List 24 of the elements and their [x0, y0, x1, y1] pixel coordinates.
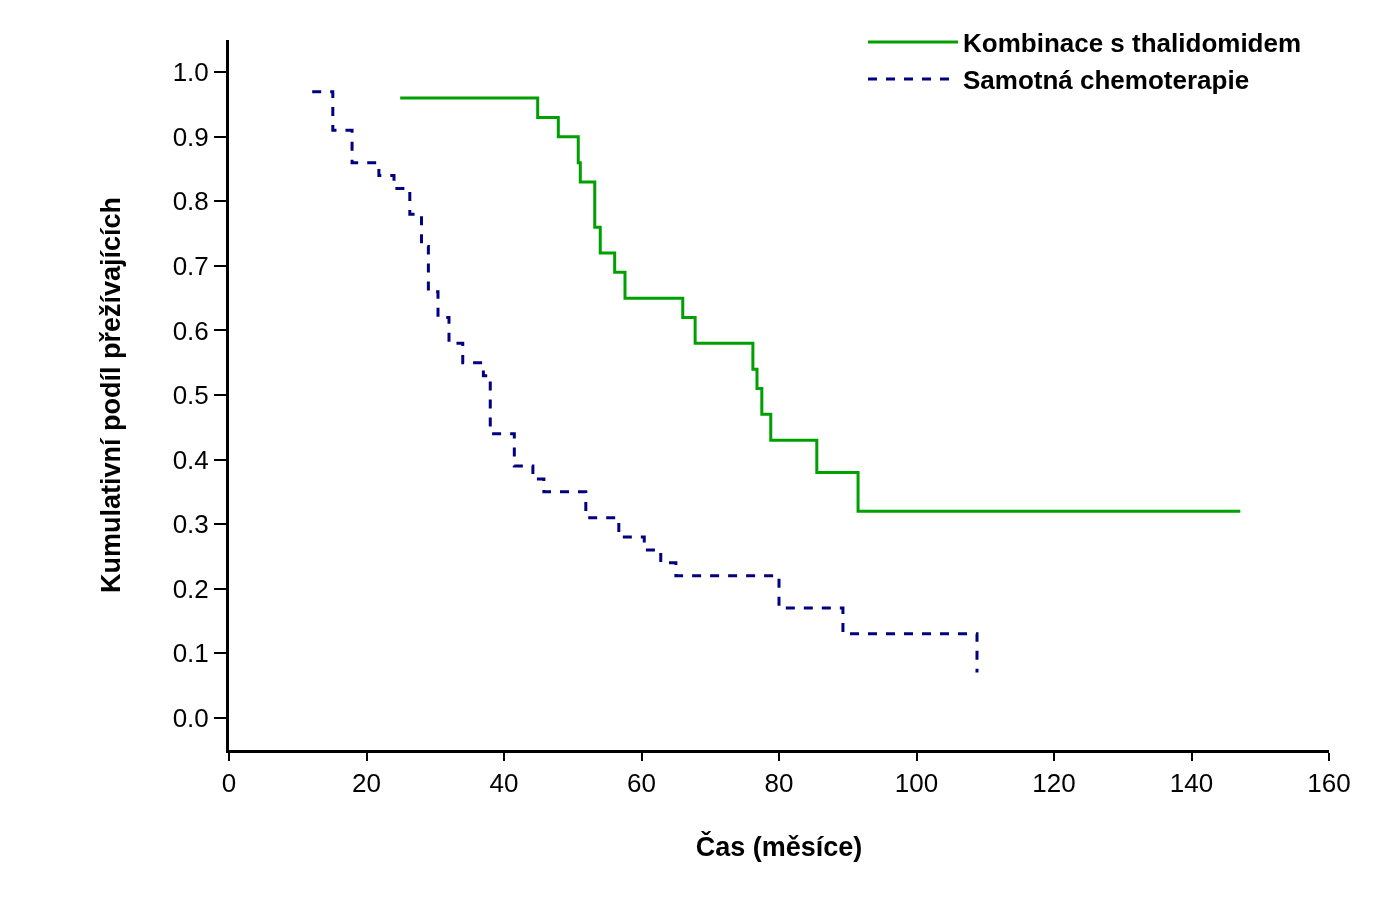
x-tick-label: 60 [627, 768, 656, 799]
y-tick-label: 0.8 [172, 186, 209, 217]
y-axis-title: Kumulativní podíl přežívajících [95, 196, 126, 594]
x-tick-label: 20 [352, 768, 381, 799]
y-tick-label: 0.1 [172, 638, 209, 669]
x-tick-label: 160 [1307, 768, 1351, 799]
x-tick-label: 80 [764, 768, 794, 799]
y-tick-label: 0.5 [172, 380, 209, 411]
y-tick-label: 0.0 [172, 702, 209, 733]
x-tick-label: 0 [221, 768, 237, 799]
y-tick-label: 0.4 [172, 444, 209, 475]
y-tick-label: 0.7 [172, 251, 209, 282]
x-tick-label: 100 [894, 768, 939, 799]
x-tick-label: 140 [1169, 768, 1214, 799]
y-tick-label: 0.9 [172, 121, 209, 152]
x-tick-label: 120 [1032, 768, 1076, 799]
y-tick-label: 0.6 [172, 315, 209, 346]
legend-label: Kombinace s thalidomidem [963, 28, 1302, 59]
y-tick-label: 1.0 [172, 57, 209, 88]
x-tick-label: 40 [489, 768, 519, 799]
y-tick-label: 0.3 [172, 509, 209, 540]
y-tick-label: 0.2 [172, 573, 209, 604]
legend-label: Samotná chemoterapie [963, 65, 1250, 96]
x-axis-title: Čas (měsíce) [695, 830, 863, 862]
